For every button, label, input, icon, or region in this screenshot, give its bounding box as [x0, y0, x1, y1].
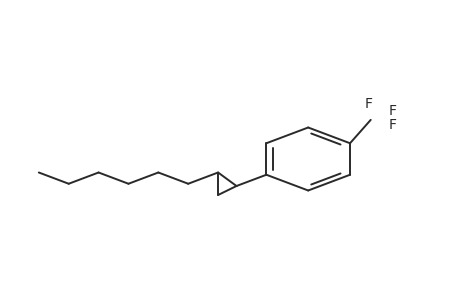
Text: F: F: [364, 97, 372, 111]
Text: F: F: [388, 104, 396, 118]
Text: F: F: [388, 118, 396, 132]
